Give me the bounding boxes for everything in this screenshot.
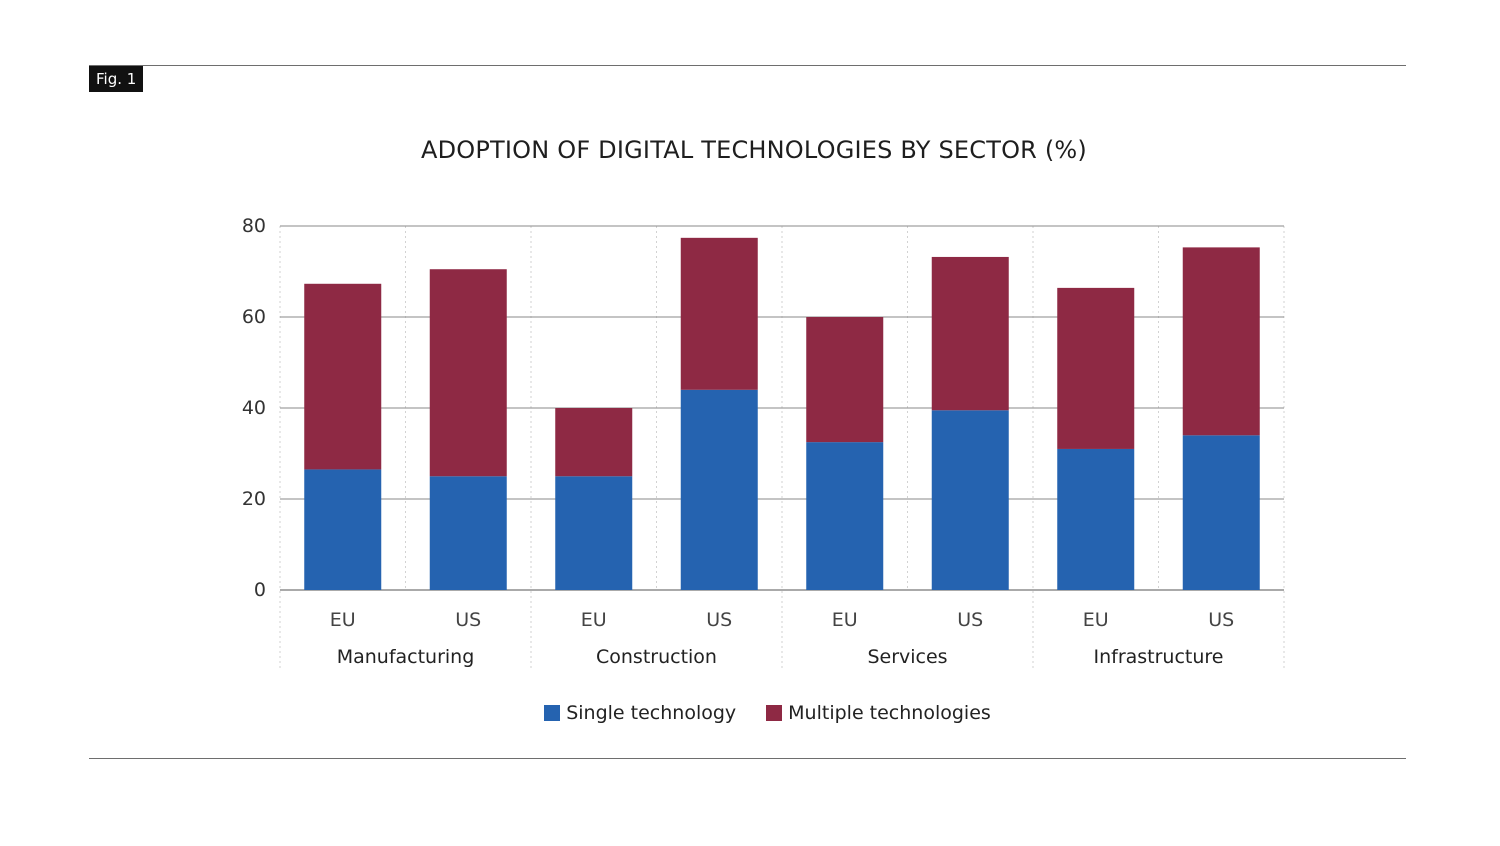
bar-single-technology <box>680 389 758 590</box>
bar-single-technology <box>931 410 1009 590</box>
bar-multiple-technologies <box>304 283 382 470</box>
bar-single-technology <box>1057 448 1135 590</box>
bar-multiple-technologies <box>1182 247 1260 436</box>
x-group-label: Infrastructure <box>1093 646 1223 668</box>
y-tick-label: 20 <box>242 488 266 510</box>
x-tick-label: US <box>706 609 732 631</box>
figure-label: Fig. 1 <box>89 66 144 92</box>
y-tick-label: 80 <box>242 215 266 237</box>
legend-swatch-single <box>544 705 561 721</box>
legend-item-multiple: Multiple technologies <box>766 702 991 724</box>
bar-multiple-technologies <box>429 269 507 477</box>
chart-legend: Single technology Multiple technologies <box>0 702 1500 724</box>
bar-single-technology <box>806 442 884 590</box>
legend-swatch-multiple <box>766 705 783 721</box>
legend-label-single: Single technology <box>566 702 737 724</box>
y-tick-label: 0 <box>254 579 266 601</box>
x-tick-label: EU <box>330 609 356 631</box>
bar-multiple-technologies <box>806 317 884 443</box>
bar-multiple-technologies <box>680 237 758 390</box>
x-group-label: Construction <box>596 646 717 668</box>
x-tick-label: EU <box>581 609 607 631</box>
bar-single-technology <box>429 476 507 590</box>
bar-single-technology <box>304 469 382 590</box>
bottom-rule <box>89 758 1406 759</box>
x-tick-label: US <box>957 609 983 631</box>
bar-multiple-technologies <box>931 256 1009 411</box>
x-tick-label: EU <box>832 609 858 631</box>
bar-single-technology <box>555 476 633 590</box>
legend-item-single: Single technology <box>544 702 736 724</box>
legend-label-multiple: Multiple technologies <box>788 702 991 724</box>
x-group-label: Manufacturing <box>337 646 475 668</box>
y-tick-label: 60 <box>242 306 266 328</box>
x-tick-label: EU <box>1083 609 1109 631</box>
chart-title: ADOPTION OF DIGITAL TECHNOLOGIES BY SECT… <box>420 136 1087 164</box>
y-tick-label: 40 <box>242 397 266 419</box>
bar-single-technology <box>1182 435 1260 590</box>
bar-multiple-technologies <box>1057 287 1135 449</box>
x-group-label: Services <box>867 646 947 668</box>
x-tick-label: US <box>455 609 481 631</box>
x-tick-label: US <box>1208 609 1234 631</box>
bar-multiple-technologies <box>555 408 633 477</box>
top-rule <box>89 65 1406 66</box>
